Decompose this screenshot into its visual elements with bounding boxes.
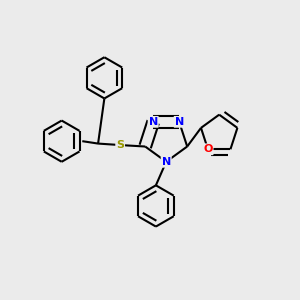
Text: O: O	[203, 144, 213, 154]
Text: S: S	[116, 140, 124, 150]
Text: N: N	[148, 117, 158, 127]
Text: N: N	[162, 157, 171, 167]
Text: N: N	[175, 117, 184, 127]
